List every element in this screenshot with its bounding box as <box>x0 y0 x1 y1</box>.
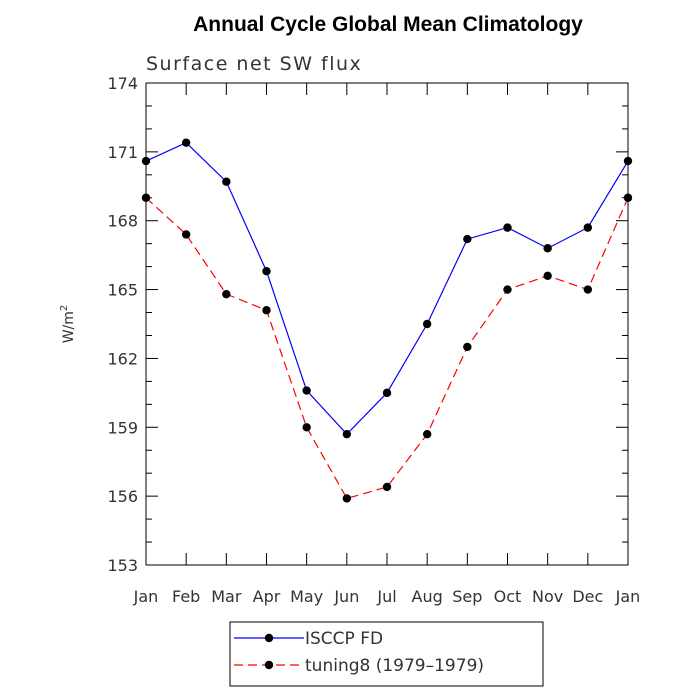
y-tick-label: 168 <box>107 212 138 231</box>
y-tick-label: 156 <box>107 487 138 506</box>
y-tick-label: 171 <box>107 143 138 162</box>
data-point <box>302 386 311 395</box>
x-tick-label: Aug <box>412 587 443 606</box>
legend-label-tuning8: tuning8 (1979–1979) <box>305 656 484 676</box>
data-point <box>463 234 472 244</box>
data-point <box>422 319 432 329</box>
legend: ISCCP FD tuning8 (1979–1979) <box>229 621 544 687</box>
y-tick-label: 159 <box>107 418 138 437</box>
x-tick-label: Dec <box>572 587 603 606</box>
y-tick-label: 153 <box>107 556 138 575</box>
data-point <box>222 177 231 186</box>
data-point <box>422 429 432 439</box>
data-point <box>342 429 352 439</box>
x-tick-label: Oct <box>494 587 522 606</box>
data-point <box>463 342 472 352</box>
x-tick-label: May <box>290 587 323 606</box>
data-point <box>583 223 593 232</box>
x-tick-label: Mar <box>211 587 242 606</box>
x-tick-label: Apr <box>253 587 281 606</box>
data-point <box>302 423 311 432</box>
series-layer <box>141 138 633 503</box>
legend-marker-isccp <box>264 633 274 643</box>
data-point <box>623 193 633 202</box>
x-tick-label: Sep <box>452 587 482 606</box>
data-point <box>141 193 151 202</box>
x-tick-label: Jun <box>333 587 359 606</box>
x-tick-label: Jul <box>376 587 396 606</box>
data-point <box>503 223 512 232</box>
legend-marker-tuning8 <box>264 660 274 670</box>
x-tick-label: Nov <box>532 587 563 606</box>
x-tick-label: Jan <box>615 587 641 606</box>
x-tick-label: Feb <box>172 587 200 606</box>
legend-label-isccp: ISCCP FD <box>305 629 383 649</box>
series-line <box>145 197 629 500</box>
data-point <box>543 244 552 253</box>
data-point <box>262 267 271 276</box>
chart-subtitle: Surface net SW flux <box>146 53 362 75</box>
data-point <box>222 289 231 299</box>
data-point <box>503 285 512 294</box>
y-tick-label: 162 <box>107 349 138 368</box>
y-axis-label: W/m2 <box>59 305 77 344</box>
y-tick-label: 174 <box>107 74 138 93</box>
legend-box <box>229 621 544 687</box>
data-point <box>382 482 392 492</box>
data-point <box>262 306 271 315</box>
data-point <box>382 388 392 398</box>
chart-title: Annual Cycle Global Mean Climatology <box>193 13 583 36</box>
y-tick-label: 165 <box>107 281 138 300</box>
data-point <box>342 494 352 503</box>
plot-frame <box>145 82 629 566</box>
data-point <box>583 285 593 294</box>
data-point <box>181 230 191 239</box>
data-point <box>623 156 633 166</box>
y-axis: 153 156 159 162 165 168 171 174 <box>107 74 628 575</box>
x-tick-label: Jan <box>133 587 159 606</box>
data-point <box>181 138 191 147</box>
x-axis: Jan Feb Mar Apr May Jun Jul Aug Sep Oct Nov Dec Jan <box>133 83 641 606</box>
data-point <box>543 271 552 280</box>
data-point <box>141 156 151 166</box>
